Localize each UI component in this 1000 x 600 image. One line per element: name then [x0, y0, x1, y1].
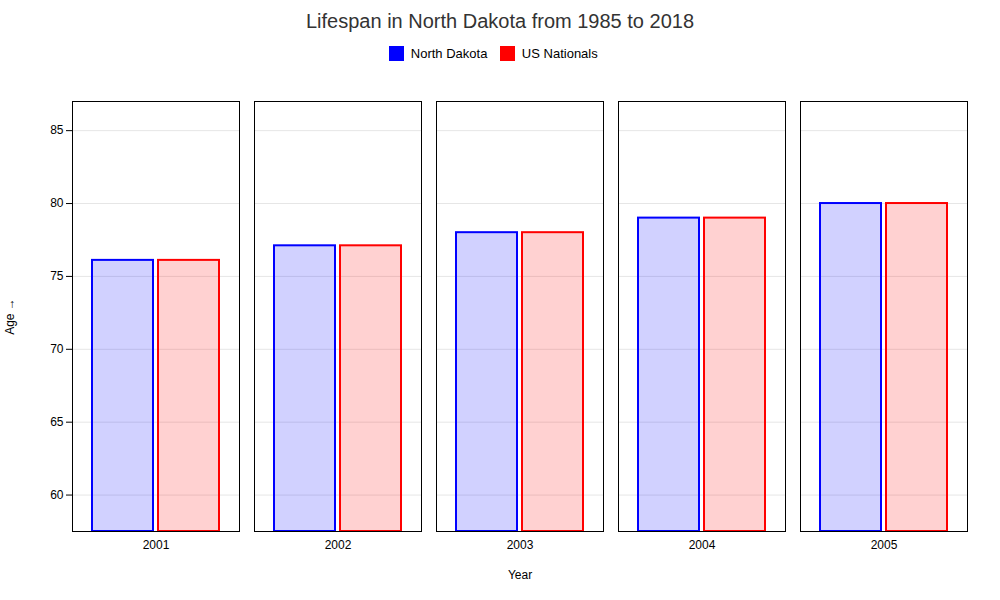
svg-text:85: 85 — [50, 123, 64, 137]
svg-text:70: 70 — [50, 342, 64, 356]
svg-text:2005: 2005 — [871, 538, 898, 552]
svg-text:2001: 2001 — [143, 538, 170, 552]
svg-text:80: 80 — [50, 196, 64, 210]
svg-text:60: 60 — [50, 487, 64, 501]
html-text:Lifespan in North Dakota from: Lifespan in North Dakota from 1985 to 20… — [306, 10, 694, 32]
html-text:North Dakota: North Dakota — [410, 46, 488, 61]
svg-text:75: 75 — [50, 269, 64, 283]
svg-text:Age →: Age → — [3, 298, 17, 335]
svg-text:2004: 2004 — [689, 538, 716, 552]
svg-text:2002: 2002 — [325, 538, 352, 552]
html-text:US Nationals: US Nationals — [521, 46, 598, 61]
svg-text:2003: 2003 — [507, 538, 534, 552]
svg-text:65: 65 — [50, 415, 64, 429]
svg-text:Year: Year — [508, 567, 532, 581]
